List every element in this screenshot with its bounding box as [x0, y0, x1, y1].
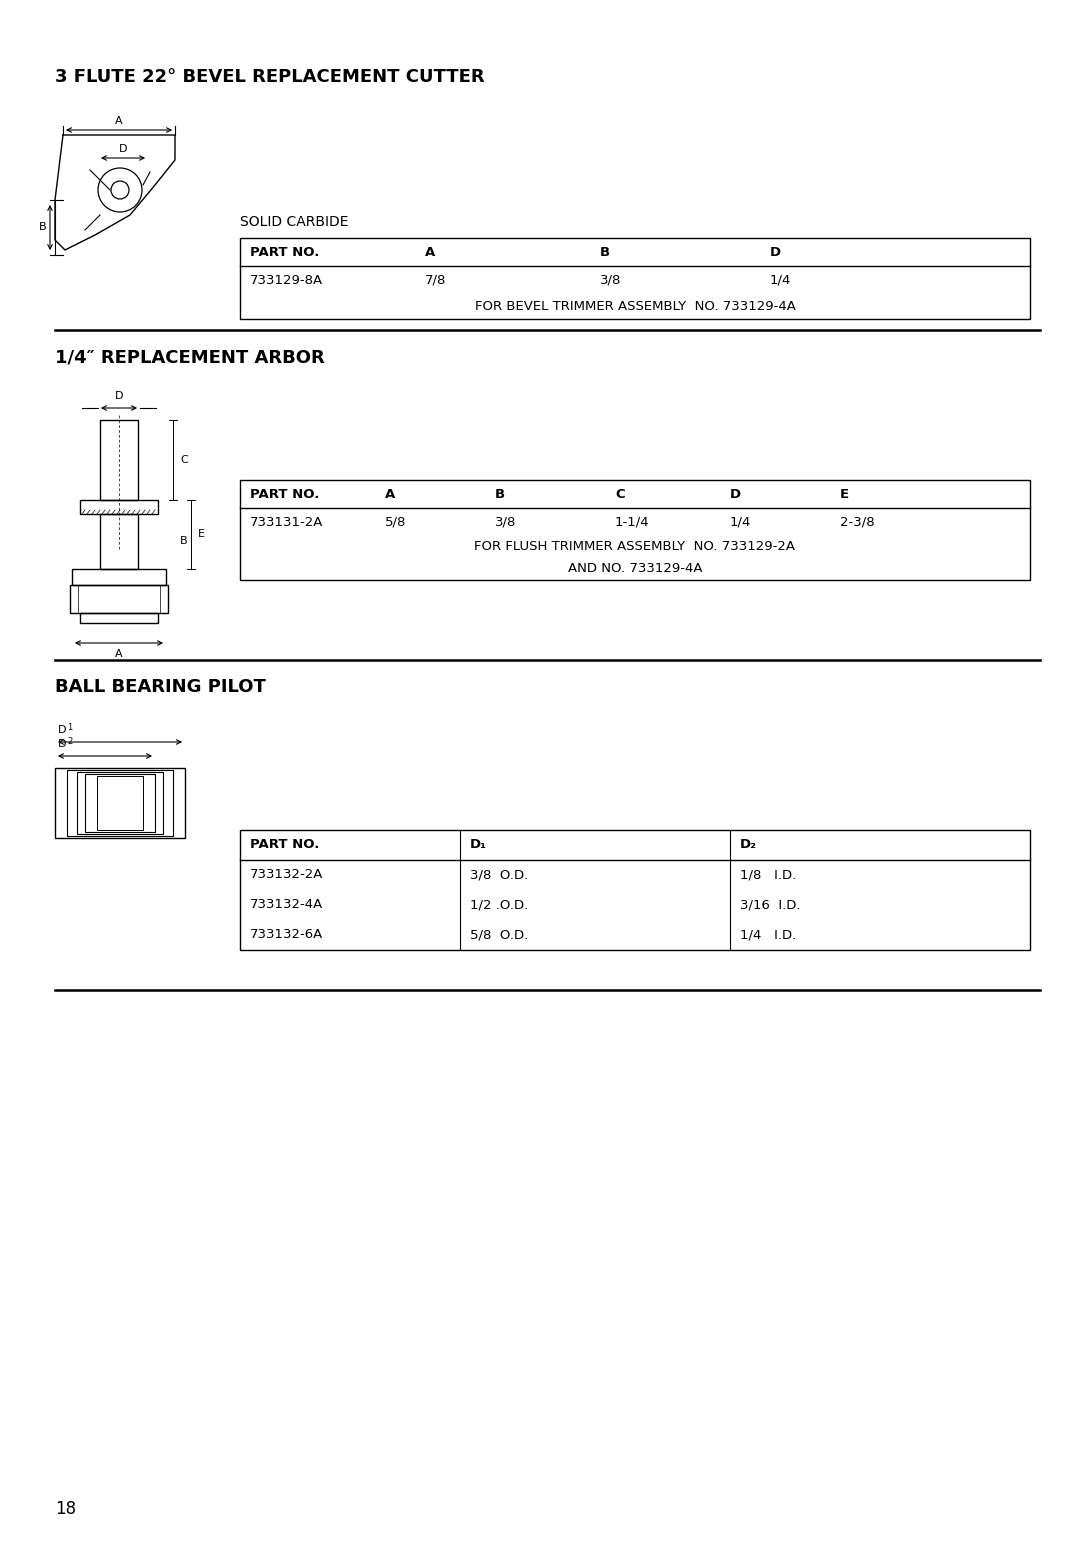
- Text: 733132-4A: 733132-4A: [249, 898, 323, 912]
- Text: D₂: D₂: [740, 838, 757, 852]
- Bar: [70, 584, 168, 614]
- Text: A: A: [116, 116, 123, 127]
- Text: 1: 1: [67, 724, 72, 731]
- Text: 1/8   I.D.: 1/8 I.D.: [740, 869, 796, 881]
- Bar: [80, 499, 158, 513]
- Text: C: C: [180, 455, 188, 465]
- Text: PART NO.: PART NO.: [249, 246, 320, 258]
- Text: D: D: [58, 739, 67, 748]
- Text: 733132-6A: 733132-6A: [249, 929, 323, 942]
- Text: C: C: [615, 487, 624, 501]
- Text: D: D: [770, 246, 781, 258]
- Text: 1/4: 1/4: [770, 274, 792, 286]
- Bar: [240, 238, 1030, 318]
- Text: 5/8: 5/8: [384, 515, 406, 529]
- Text: D₁: D₁: [470, 838, 487, 852]
- Text: 1/4″ REPLACEMENT ARBOR: 1/4″ REPLACEMENT ARBOR: [55, 348, 325, 366]
- Text: 733129-8A: 733129-8A: [249, 274, 323, 286]
- Text: D: D: [58, 725, 67, 734]
- Text: B: B: [180, 536, 188, 546]
- Text: FOR FLUSH TRIMMER ASSEMBLY  NO. 733129-2A: FOR FLUSH TRIMMER ASSEMBLY NO. 733129-2A: [474, 541, 796, 553]
- Text: D: D: [119, 144, 127, 155]
- Text: 1-1/4: 1-1/4: [615, 515, 650, 529]
- Text: SOLID CARBIDE: SOLID CARBIDE: [240, 215, 349, 229]
- Text: 3/8: 3/8: [600, 274, 621, 286]
- Text: PART NO.: PART NO.: [249, 838, 320, 852]
- Text: A: A: [384, 487, 395, 501]
- Text: 2: 2: [67, 737, 72, 747]
- Text: PART NO.: PART NO.: [249, 487, 320, 501]
- Text: B: B: [39, 223, 46, 232]
- Text: 3/16  I.D.: 3/16 I.D.: [740, 898, 800, 912]
- Text: 3 FLUTE 22° BEVEL REPLACEMENT CUTTER: 3 FLUTE 22° BEVEL REPLACEMENT CUTTER: [55, 68, 485, 87]
- Bar: [97, 776, 143, 830]
- Bar: [100, 421, 138, 499]
- Text: 18: 18: [55, 1500, 76, 1518]
- Text: BALL BEARING PILOT: BALL BEARING PILOT: [55, 679, 266, 696]
- Text: 5/8  O.D.: 5/8 O.D.: [470, 929, 528, 942]
- Text: A: A: [426, 246, 435, 258]
- Text: E: E: [198, 529, 205, 540]
- Text: 733132-2A: 733132-2A: [249, 869, 323, 881]
- Bar: [240, 479, 1030, 580]
- Text: FOR BEVEL TRIMMER ASSEMBLY  NO. 733129-4A: FOR BEVEL TRIMMER ASSEMBLY NO. 733129-4A: [474, 300, 796, 312]
- Bar: [67, 770, 173, 836]
- Bar: [80, 614, 158, 623]
- Bar: [72, 569, 166, 584]
- Bar: [85, 775, 156, 832]
- Text: B: B: [600, 246, 610, 258]
- Text: 7/8: 7/8: [426, 274, 446, 286]
- Bar: [77, 771, 163, 833]
- Text: A: A: [116, 649, 123, 659]
- Bar: [240, 830, 1030, 949]
- Text: AND NO. 733129-4A: AND NO. 733129-4A: [568, 563, 702, 575]
- Text: D: D: [730, 487, 741, 501]
- Text: D: D: [114, 391, 123, 400]
- Text: 1/4   I.D.: 1/4 I.D.: [740, 929, 796, 942]
- Text: 2-3/8: 2-3/8: [840, 515, 875, 529]
- Text: 3/8  O.D.: 3/8 O.D.: [470, 869, 528, 881]
- Text: 1/4: 1/4: [730, 515, 752, 529]
- Text: 3/8: 3/8: [495, 515, 516, 529]
- Bar: [55, 768, 185, 838]
- Text: B: B: [495, 487, 505, 501]
- Text: 733131-2A: 733131-2A: [249, 515, 323, 529]
- Text: E: E: [840, 487, 849, 501]
- Text: 1/2 .O.D.: 1/2 .O.D.: [470, 898, 528, 912]
- Bar: [100, 513, 138, 569]
